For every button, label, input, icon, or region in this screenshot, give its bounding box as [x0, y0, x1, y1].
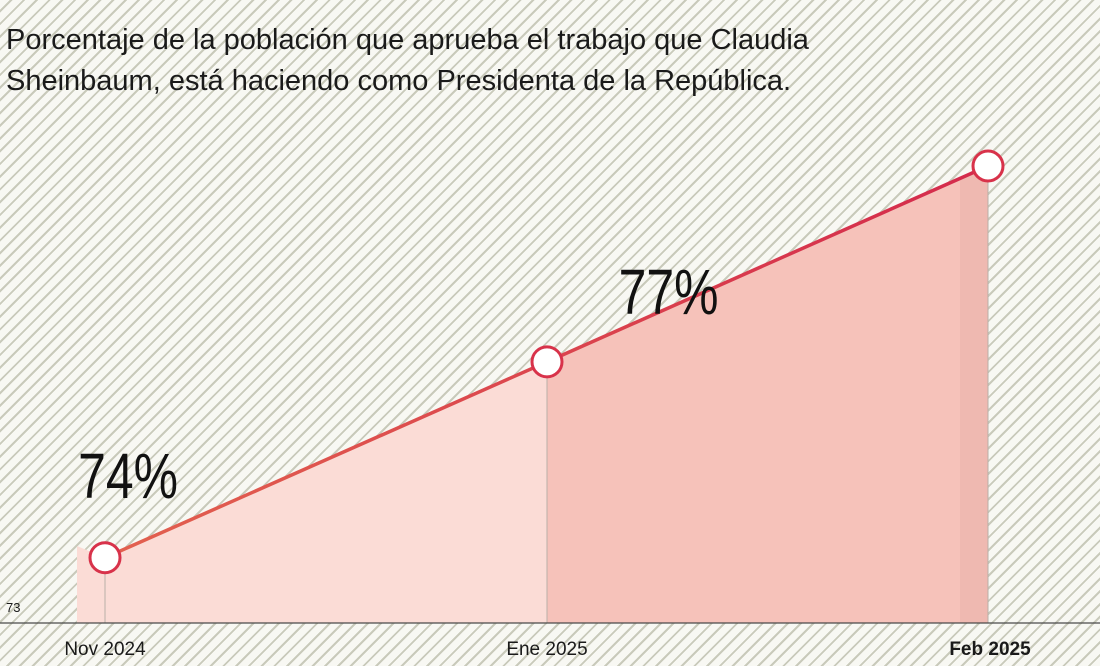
value-label-1: 74% — [78, 441, 178, 512]
value-label-2: 77% — [619, 257, 719, 328]
y-axis-min-label: 73 — [6, 600, 20, 615]
chart-title: Porcentaje de la población que aprueba e… — [6, 24, 809, 97]
x-tick-label-2: Ene 2025 — [506, 639, 587, 660]
area-fill-segment-2 — [547, 166, 988, 623]
data-point-marker-1 — [88, 541, 122, 575]
x-tick-label-1: Nov 2024 — [64, 639, 146, 660]
area-fill-segment-1 — [77, 361, 547, 623]
data-point-marker-2 — [530, 345, 564, 379]
x-tick-label-3: Feb 2025 — [949, 639, 1031, 660]
latest-period-highlight — [960, 166, 988, 623]
data-point-marker-3 — [971, 149, 1005, 183]
